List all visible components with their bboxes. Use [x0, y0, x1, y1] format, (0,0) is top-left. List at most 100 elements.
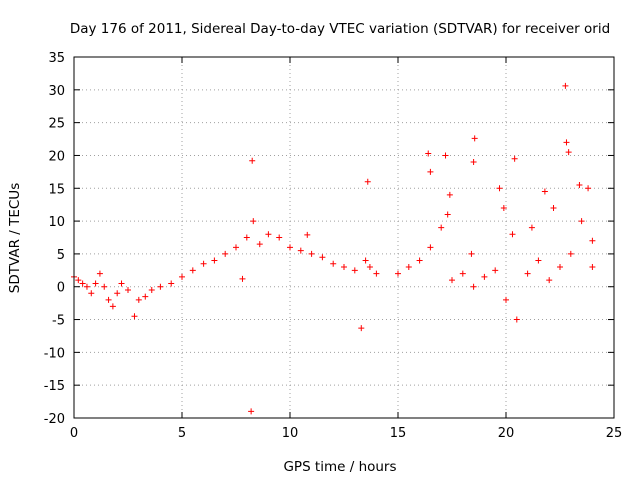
y-tick-label: -5: [52, 314, 65, 329]
data-point: [528, 224, 535, 231]
data-point: [256, 241, 263, 248]
data-point: [243, 234, 250, 241]
data-point: [395, 270, 401, 277]
grid-lines: [74, 57, 614, 418]
y-tick-label: 0: [57, 281, 65, 296]
data-point: [211, 257, 218, 264]
data-point: [471, 135, 478, 142]
x-axis-label: GPS time / hours: [283, 459, 396, 475]
y-tick-label: 30: [48, 84, 65, 99]
data-point: [250, 218, 257, 225]
y-tick-label: 10: [48, 215, 65, 230]
data-point: [535, 257, 542, 264]
data-point: [330, 260, 337, 267]
data-point: [541, 188, 548, 195]
data-points: [71, 82, 596, 415]
data-point: [459, 270, 466, 277]
data-point: [200, 260, 207, 267]
data-point: [276, 234, 283, 241]
data-point: [304, 231, 311, 238]
data-point: [513, 316, 520, 323]
data-point: [578, 218, 585, 225]
data-point: [96, 270, 103, 277]
data-point: [425, 150, 432, 157]
y-tick-label: 25: [48, 117, 65, 132]
data-point: [550, 204, 557, 211]
data-point: [557, 264, 563, 271]
data-point: [362, 257, 369, 264]
data-point: [114, 290, 121, 297]
data-point: [135, 296, 142, 303]
data-point: [589, 237, 596, 244]
data-point: [92, 280, 99, 287]
data-point: [179, 273, 185, 280]
data-point: [509, 231, 516, 238]
data-point: [142, 293, 149, 300]
data-point: [222, 250, 229, 257]
x-tick-label: 15: [390, 426, 407, 441]
data-point: [297, 247, 304, 254]
data-point: [75, 277, 82, 284]
data-point: [249, 157, 256, 164]
data-point: [427, 168, 434, 175]
y-tick-label: -15: [44, 379, 65, 394]
data-point: [366, 264, 373, 271]
data-point: [546, 277, 553, 284]
data-point: [105, 296, 112, 303]
data-point: [481, 273, 488, 280]
data-point: [496, 185, 503, 192]
data-point: [79, 280, 86, 287]
data-point: [148, 287, 155, 294]
data-point: [511, 155, 518, 162]
data-point: [265, 231, 272, 238]
data-point: [444, 211, 451, 218]
y-axis: -20 -15 -10 -5 0 5 10 15 20 25 30 35: [44, 51, 614, 427]
data-point: [470, 159, 477, 166]
data-point: [341, 264, 347, 271]
chart-title: Day 176 of 2011, Sidereal Day-to-day VTE…: [70, 21, 610, 37]
data-point: [576, 181, 583, 188]
data-point: [449, 277, 455, 284]
data-point: [233, 244, 239, 251]
data-point: [563, 139, 570, 146]
x-tick-label: 5: [178, 426, 186, 441]
data-point: [565, 149, 572, 156]
x-tick-label: 25: [606, 426, 623, 441]
data-point: [109, 303, 116, 310]
data-point: [189, 267, 196, 274]
data-point: [308, 250, 315, 257]
x-axis: 0 5 10 15 20 25: [70, 57, 622, 441]
data-point: [168, 280, 175, 287]
data-point: [83, 283, 90, 290]
data-point: [239, 275, 246, 282]
data-point: [287, 244, 293, 251]
data-point: [319, 254, 326, 261]
y-tick-label: 15: [48, 182, 65, 197]
data-point: [585, 185, 592, 192]
data-point: [562, 82, 569, 89]
data-point: [468, 250, 475, 257]
data-point: [358, 325, 365, 332]
data-point: [427, 244, 434, 251]
data-point: [125, 287, 131, 294]
data-point: [373, 270, 380, 277]
data-point: [416, 257, 423, 264]
data-point: [131, 313, 138, 320]
data-point: [118, 280, 125, 287]
data-point: [88, 290, 95, 297]
data-point: [446, 191, 453, 198]
data-point: [351, 267, 358, 274]
data-point: [589, 264, 596, 271]
data-point: [101, 283, 108, 290]
data-point: [364, 178, 371, 185]
data-point: [157, 283, 164, 290]
data-point: [492, 267, 499, 274]
y-tick-label: -10: [44, 346, 65, 361]
data-point: [442, 152, 449, 159]
y-tick-label: 20: [48, 149, 65, 164]
x-tick-label: 20: [498, 426, 515, 441]
x-tick-label: 0: [70, 426, 78, 441]
y-tick-label: 35: [48, 51, 65, 66]
